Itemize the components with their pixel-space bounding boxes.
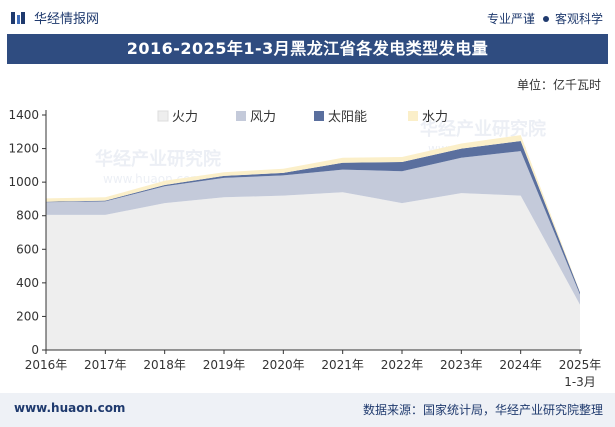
x-tick-label: 2018年 (143, 358, 186, 372)
y-tick-label: 600 (16, 242, 39, 256)
y-tick-label: 1200 (8, 142, 39, 156)
footer-site-link[interactable]: www.huaon.com (14, 401, 126, 415)
x-tick-label: 2019年 (203, 358, 246, 372)
brand[interactable]: 华经情报网 (10, 8, 99, 27)
y-tick-label: 200 (16, 309, 39, 323)
x-tick-label: 2024年 (499, 358, 542, 372)
x-tick-label: 2022年 (381, 358, 424, 372)
x-tick-label: 2016年 (25, 358, 68, 372)
y-tick-label: 1000 (8, 175, 39, 189)
chart-title: 2016-2025年1-3月黑龙江省各发电类型发电量 (7, 34, 608, 64)
y-tick-label: 1400 (8, 108, 39, 122)
legend-swatch (314, 111, 324, 121)
tagline: 专业严谨 客观科学 (487, 10, 603, 27)
brand-name: 华经情报网 (34, 12, 100, 27)
y-tick-label: 0 (31, 343, 39, 357)
dot-icon (542, 16, 549, 22)
x-tick-label: 2021年 (321, 358, 364, 372)
area-series-水力 (46, 135, 580, 293)
x-tick-label: 2023年 (440, 358, 483, 372)
legend-label: 风力 (250, 110, 276, 125)
footer: www.huaon.com 数据来源：国家统计局，华经产业研究院整理 (0, 393, 615, 427)
area-series-风力 (46, 151, 580, 305)
legend-swatch (236, 111, 246, 121)
brand-logo-icon (11, 11, 25, 24)
area-series-火力 (46, 192, 580, 350)
legend-label: 火力 (172, 110, 198, 125)
tagline-right: 客观科学 (554, 12, 603, 26)
watermark-text: 华经产业研究院 (95, 148, 221, 170)
legend-label: 水力 (422, 110, 448, 125)
top-bar: 华经情报网 专业严谨 客观科学 (0, 0, 615, 34)
x-tick-label: 2020年 (262, 358, 305, 372)
legend-swatch (408, 111, 418, 121)
x-tick-label: 2017年 (84, 358, 127, 372)
footer-source: 数据来源：国家统计局，华经产业研究院整理 (362, 403, 603, 417)
unit-label: 单位：亿千瓦时 (516, 78, 601, 92)
tagline-left: 专业严谨 (486, 12, 535, 26)
legend-swatch (157, 110, 169, 122)
area-chart: 华经产业研究院www.huaon.com华经产业研究院www.huaon.com… (8, 108, 602, 389)
area-series-太阳能 (46, 141, 580, 295)
legend-label: 太阳能 (328, 110, 367, 125)
y-tick-label: 800 (16, 209, 39, 223)
x-tick-label: 2025年 1-3月 (559, 358, 602, 389)
y-tick-label: 400 (16, 276, 39, 290)
watermark-text: 华经产业研究院 (420, 118, 546, 140)
